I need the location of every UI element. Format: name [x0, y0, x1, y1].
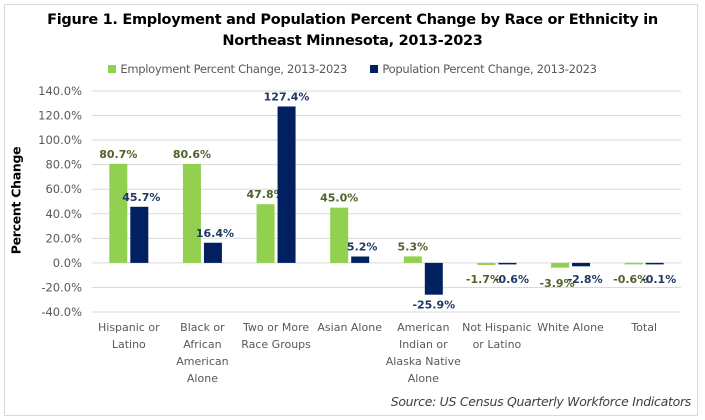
x-tick-label: Not Hispanic — [462, 321, 532, 334]
x-tick-label: Total — [630, 321, 657, 334]
x-tick-label: Black or — [180, 321, 225, 334]
x-tick-label: Alone — [408, 372, 439, 385]
y-tick-label: 120.0% — [38, 109, 82, 123]
legend-swatch-population — [370, 65, 379, 73]
bar-population — [498, 262, 517, 265]
data-label: -25.9% — [412, 299, 455, 312]
y-tick-label: 40.0% — [45, 207, 82, 221]
data-label: 5.3% — [398, 240, 429, 253]
data-label: 80.6% — [173, 148, 211, 161]
data-label: -0.6% — [494, 273, 529, 286]
x-tick-label: American — [397, 321, 449, 334]
x-tick-label: Latino — [112, 338, 146, 351]
chart-title-line-1: Figure 1. Employment and Population Perc… — [47, 12, 658, 28]
x-tick-label: or Latino — [473, 338, 522, 351]
bar-population — [277, 106, 296, 263]
bar-population — [424, 262, 443, 295]
chart-legend: Employment Percent Change, 2013-2023 Pop… — [0, 62, 705, 76]
chart-title: Figure 1. Employment and Population Perc… — [0, 10, 705, 52]
y-tick-label: -40.0% — [41, 305, 82, 319]
bar-employment — [477, 262, 496, 265]
chart-title-line-2: Northeast Minnesota, 2013-2023 — [222, 33, 483, 49]
x-tick-label: Two or More — [242, 321, 309, 334]
bar-population — [645, 262, 664, 265]
bar-population — [351, 256, 370, 263]
x-tick-label: Indian or — [399, 338, 448, 351]
y-tick-label: -20.0% — [41, 280, 82, 294]
data-label: 5.2% — [347, 241, 378, 254]
bar-employment — [330, 207, 349, 263]
data-label: 47.8% — [246, 188, 284, 201]
data-label: -0.6% — [613, 273, 648, 286]
x-tick-label: Alone — [187, 372, 218, 385]
x-tick-label: White Alone — [537, 321, 604, 334]
source-note: Source: US Census Quarterly Workforce In… — [390, 394, 692, 409]
bar-employment — [182, 163, 201, 263]
data-label: -0.1% — [641, 273, 676, 286]
legend-item-population: Population Percent Change, 2013-2023 — [370, 62, 597, 76]
bar-employment — [403, 256, 422, 263]
data-label: 16.4% — [196, 227, 234, 240]
y-tick-label: 20.0% — [45, 231, 82, 245]
legend-label-employment: Employment Percent Change, 2013-2023 — [120, 62, 348, 76]
y-tick-label: 140.0% — [38, 84, 82, 98]
legend-swatch-employment — [108, 65, 117, 73]
data-label: -1.7% — [466, 273, 501, 286]
data-label: 127.4% — [264, 90, 310, 103]
x-tick-label: American — [176, 355, 228, 368]
bar-population — [572, 262, 591, 267]
data-label: -2.8% — [568, 273, 603, 286]
x-tick-label: Alaska Native — [386, 355, 461, 368]
bar-employment — [109, 163, 128, 263]
data-label: 80.7% — [99, 148, 137, 161]
y-tick-label: 80.0% — [45, 158, 82, 172]
data-label: 45.7% — [122, 191, 160, 204]
y-tick-label: 60.0% — [45, 182, 82, 196]
y-tick-label: 0.0% — [53, 256, 82, 270]
x-tick-label: Race Groups — [241, 338, 311, 351]
bar-employment — [624, 262, 643, 265]
bar-population — [203, 242, 222, 263]
x-tick-label: Hispanic or — [98, 321, 160, 334]
x-tick-label: Asian Alone — [317, 321, 382, 334]
bar-employment — [256, 204, 275, 263]
data-label: -3.9% — [540, 277, 575, 290]
y-tick-label: 100.0% — [38, 133, 82, 147]
data-label: 45.0% — [320, 192, 358, 205]
legend-label-population: Population Percent Change, 2013-2023 — [382, 62, 597, 76]
x-tick-label: African — [183, 338, 221, 351]
legend-item-employment: Employment Percent Change, 2013-2023 — [108, 62, 347, 76]
bar-population — [130, 206, 149, 263]
bar-employment — [551, 262, 570, 268]
